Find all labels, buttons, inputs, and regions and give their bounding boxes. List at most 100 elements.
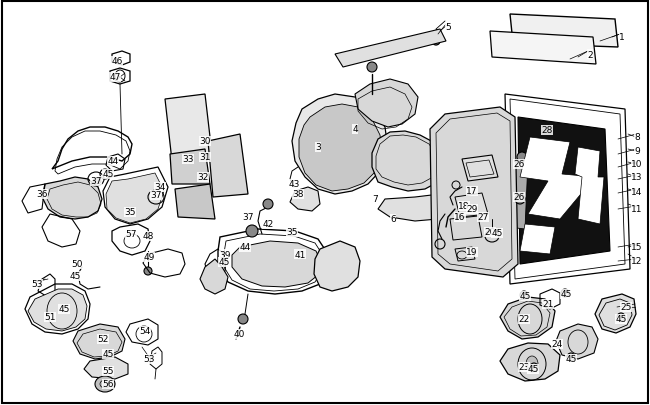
Text: 17: 17 <box>466 187 478 196</box>
Text: 26: 26 <box>514 193 525 202</box>
Ellipse shape <box>526 356 538 372</box>
Polygon shape <box>106 174 164 224</box>
Text: 56: 56 <box>102 379 114 388</box>
Polygon shape <box>518 118 610 264</box>
Text: 57: 57 <box>125 230 136 239</box>
Ellipse shape <box>432 38 440 46</box>
Polygon shape <box>299 105 382 192</box>
Polygon shape <box>208 135 248 198</box>
Ellipse shape <box>238 314 248 324</box>
Ellipse shape <box>617 313 625 321</box>
Text: 13: 13 <box>631 173 643 182</box>
Text: 29: 29 <box>466 205 478 214</box>
Polygon shape <box>520 138 595 220</box>
Text: 45: 45 <box>616 315 627 324</box>
Text: 27: 27 <box>477 213 489 222</box>
Polygon shape <box>232 241 322 287</box>
Text: 37: 37 <box>242 213 254 222</box>
Text: 9: 9 <box>634 147 640 156</box>
Ellipse shape <box>561 289 569 297</box>
Polygon shape <box>510 15 618 48</box>
Ellipse shape <box>567 353 575 361</box>
Polygon shape <box>42 177 102 220</box>
Polygon shape <box>520 224 555 254</box>
Text: 41: 41 <box>294 250 305 259</box>
Polygon shape <box>430 108 518 277</box>
Text: 3: 3 <box>315 143 321 152</box>
Text: 39: 39 <box>219 250 231 259</box>
Text: 40: 40 <box>233 330 244 339</box>
Text: 53: 53 <box>143 355 155 364</box>
Text: 31: 31 <box>200 153 211 162</box>
Text: 11: 11 <box>631 205 643 214</box>
Polygon shape <box>575 148 604 224</box>
Text: 47: 47 <box>109 73 121 82</box>
Ellipse shape <box>367 63 377 73</box>
Text: 21: 21 <box>542 300 554 309</box>
Text: 10: 10 <box>631 160 643 169</box>
Text: 35: 35 <box>124 208 136 217</box>
Ellipse shape <box>517 153 527 162</box>
Text: 2: 2 <box>587 50 593 60</box>
Text: 45: 45 <box>58 305 70 314</box>
Text: 45: 45 <box>519 292 530 301</box>
Text: 34: 34 <box>154 183 166 192</box>
Text: 24: 24 <box>551 340 563 349</box>
Text: 50: 50 <box>72 260 83 269</box>
Polygon shape <box>170 149 210 185</box>
Text: 28: 28 <box>541 126 552 135</box>
Polygon shape <box>500 297 555 339</box>
Text: 5: 5 <box>445 23 451 32</box>
Text: 33: 33 <box>182 155 194 164</box>
Text: 1: 1 <box>619 34 625 43</box>
Polygon shape <box>84 357 128 379</box>
Polygon shape <box>335 30 446 68</box>
Text: 35: 35 <box>286 228 298 237</box>
Text: 42: 42 <box>263 220 274 229</box>
Text: 6: 6 <box>390 215 396 224</box>
Polygon shape <box>455 194 488 217</box>
Polygon shape <box>314 241 360 291</box>
Polygon shape <box>508 160 528 230</box>
Polygon shape <box>200 259 228 294</box>
Text: 45: 45 <box>566 355 577 364</box>
Ellipse shape <box>95 376 115 392</box>
Text: 45: 45 <box>102 170 114 179</box>
Polygon shape <box>500 343 560 381</box>
Text: 16: 16 <box>454 213 466 222</box>
Text: 15: 15 <box>631 243 643 252</box>
Text: 20: 20 <box>484 228 496 237</box>
Polygon shape <box>165 95 212 162</box>
Text: 54: 54 <box>139 327 151 336</box>
Polygon shape <box>290 188 320 211</box>
Polygon shape <box>490 32 596 65</box>
Text: 44: 44 <box>239 243 251 252</box>
Text: 44: 44 <box>107 157 118 166</box>
Text: 32: 32 <box>198 173 209 182</box>
Text: 36: 36 <box>36 190 47 199</box>
Text: 45: 45 <box>527 364 539 373</box>
Ellipse shape <box>530 363 538 371</box>
Polygon shape <box>556 324 598 359</box>
Text: 37: 37 <box>90 177 102 186</box>
Text: 55: 55 <box>102 367 114 375</box>
Polygon shape <box>175 185 215 220</box>
Ellipse shape <box>144 267 152 275</box>
Text: 8: 8 <box>634 133 640 142</box>
Text: 43: 43 <box>289 180 300 189</box>
Polygon shape <box>28 289 87 331</box>
Text: 7: 7 <box>372 195 378 204</box>
Text: 30: 30 <box>200 137 211 146</box>
Ellipse shape <box>246 226 258 237</box>
Text: 19: 19 <box>466 248 478 257</box>
Text: 51: 51 <box>44 313 56 322</box>
Text: 4: 4 <box>352 125 358 134</box>
Text: 53: 53 <box>31 280 43 289</box>
Text: 12: 12 <box>631 257 643 266</box>
Polygon shape <box>595 294 636 333</box>
Text: 45: 45 <box>70 272 81 281</box>
Polygon shape <box>378 188 458 222</box>
Ellipse shape <box>515 194 525 205</box>
Polygon shape <box>372 132 445 192</box>
Text: 45: 45 <box>491 229 502 238</box>
